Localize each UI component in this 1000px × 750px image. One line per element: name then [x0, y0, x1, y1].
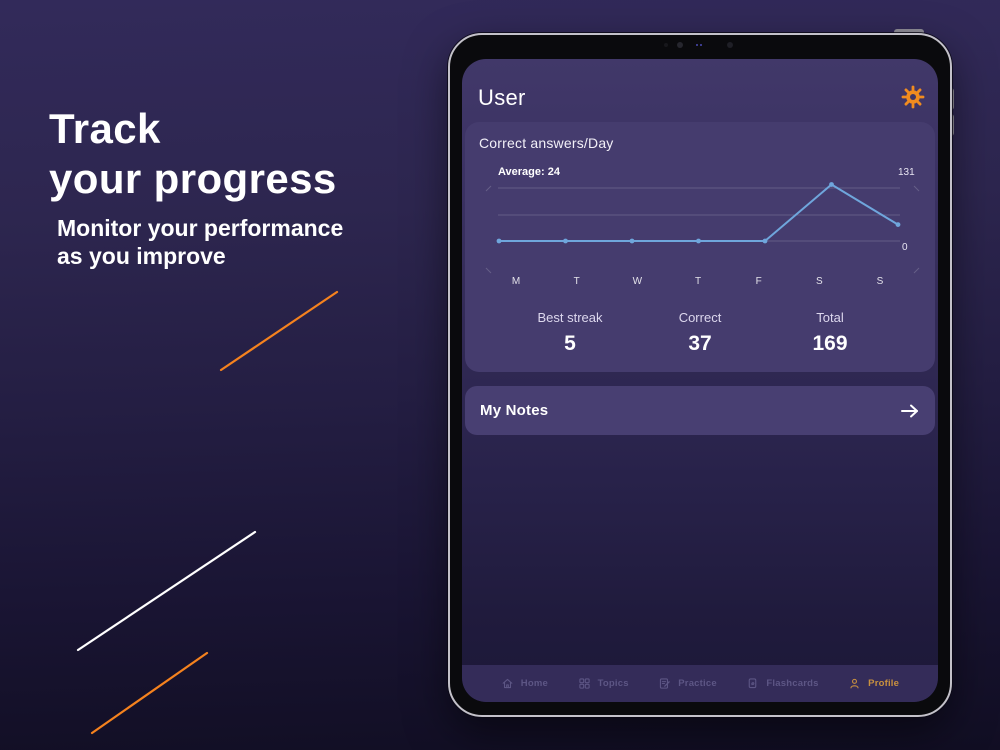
power-button [894, 29, 924, 35]
topics-grid-icon [578, 678, 590, 689]
x-tick-label: S [876, 276, 884, 287]
my-notes-label: My Notes [480, 402, 549, 419]
stats-row: Best streak 5 Correct 37 Total 169 [465, 310, 935, 356]
data-point [829, 182, 834, 187]
data-point [762, 238, 768, 244]
decorative-line-orange-top [219, 290, 339, 372]
stat-value: 5 [564, 332, 576, 355]
tab-practice[interactable]: Practice [658, 677, 717, 690]
profile-icon [850, 678, 859, 689]
camera-icon [727, 42, 733, 48]
stat-label: Correct [678, 310, 722, 325]
indicator-dot-icon [696, 44, 698, 46]
my-notes-card[interactable]: My Notes [465, 386, 935, 435]
data-point [895, 222, 901, 228]
data-point [629, 238, 635, 244]
hero-subtitle-line1: Monitor your performance [57, 215, 344, 241]
flashcards-icon [749, 678, 757, 689]
arrow-right-icon [900, 403, 920, 419]
tablet-screen: User Correct answers/Day A [462, 59, 938, 702]
decorative-line-white [76, 530, 257, 652]
x-tick-label: T [694, 276, 702, 287]
tab-profile[interactable]: Profile [848, 677, 899, 690]
page-title: User [478, 85, 526, 110]
x-tick-label: M [511, 276, 521, 287]
tab-label: Profile [868, 678, 900, 689]
decorative-line-orange-bottom [90, 651, 209, 735]
stat-total: Total 169 [765, 310, 895, 356]
stat-best-streak: Best streak 5 [505, 310, 635, 356]
chart-card: Correct answers/Day Average: 24 131 0 M T… [465, 122, 935, 372]
data-point [696, 238, 701, 244]
data-point [496, 238, 502, 244]
gear-icon [901, 85, 925, 109]
stat-value: 37 [688, 332, 712, 355]
stat-label: Total [816, 310, 844, 325]
stat-correct: Correct 37 [635, 310, 765, 356]
settings-button[interactable] [901, 85, 925, 109]
tab-label: Topics [597, 678, 629, 689]
average-label: Average: 24 [498, 166, 560, 178]
x-tick-label: F [755, 276, 762, 287]
tab-label: Home [520, 678, 548, 689]
indicator-dot-icon [700, 44, 702, 46]
stat-value: 169 [812, 332, 848, 355]
camera-icon [677, 42, 683, 48]
chart-title: Correct answers/Day [479, 135, 614, 151]
x-tick-label: W [632, 276, 643, 287]
hero-title-line2: your progress [49, 155, 337, 202]
x-tick-label: S [816, 276, 823, 287]
home-icon [502, 678, 513, 689]
sensor-dot-icon [664, 43, 668, 47]
hero-subtitle: Monitor your performance as you improve [57, 214, 343, 270]
x-tick-label: T [573, 276, 580, 287]
tab-label: Practice [678, 678, 717, 689]
y-max-label: 131 [898, 167, 915, 178]
hero-title-line1: Track [49, 105, 161, 152]
tab-home[interactable]: Home [501, 677, 548, 690]
hero-title: Track your progress [49, 104, 337, 204]
tab-flashcards[interactable]: Flashcards [746, 677, 818, 690]
hero-subtitle-line2: as you improve [57, 243, 226, 269]
practice-icon [660, 678, 671, 689]
line-chart [496, 182, 901, 244]
tab-label: Flashcards [766, 678, 819, 689]
tab-topics[interactable]: Topics [578, 677, 629, 690]
data-point [563, 238, 568, 244]
tab-bar: Home Topics Practice [462, 665, 938, 702]
stat-label: Best streak [537, 310, 603, 325]
y-min-label: 0 [902, 242, 908, 253]
